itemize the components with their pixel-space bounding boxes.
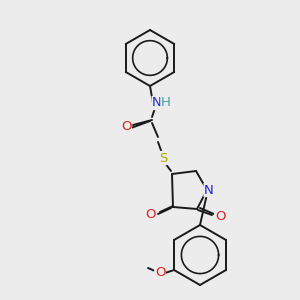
Text: S: S [159, 152, 167, 164]
Text: O: O [155, 266, 165, 280]
Text: O: O [215, 211, 225, 224]
Text: N: N [204, 184, 214, 196]
Text: H: H [161, 97, 171, 110]
Text: N: N [152, 97, 162, 110]
Text: O: O [121, 121, 131, 134]
Text: O: O [145, 208, 155, 221]
